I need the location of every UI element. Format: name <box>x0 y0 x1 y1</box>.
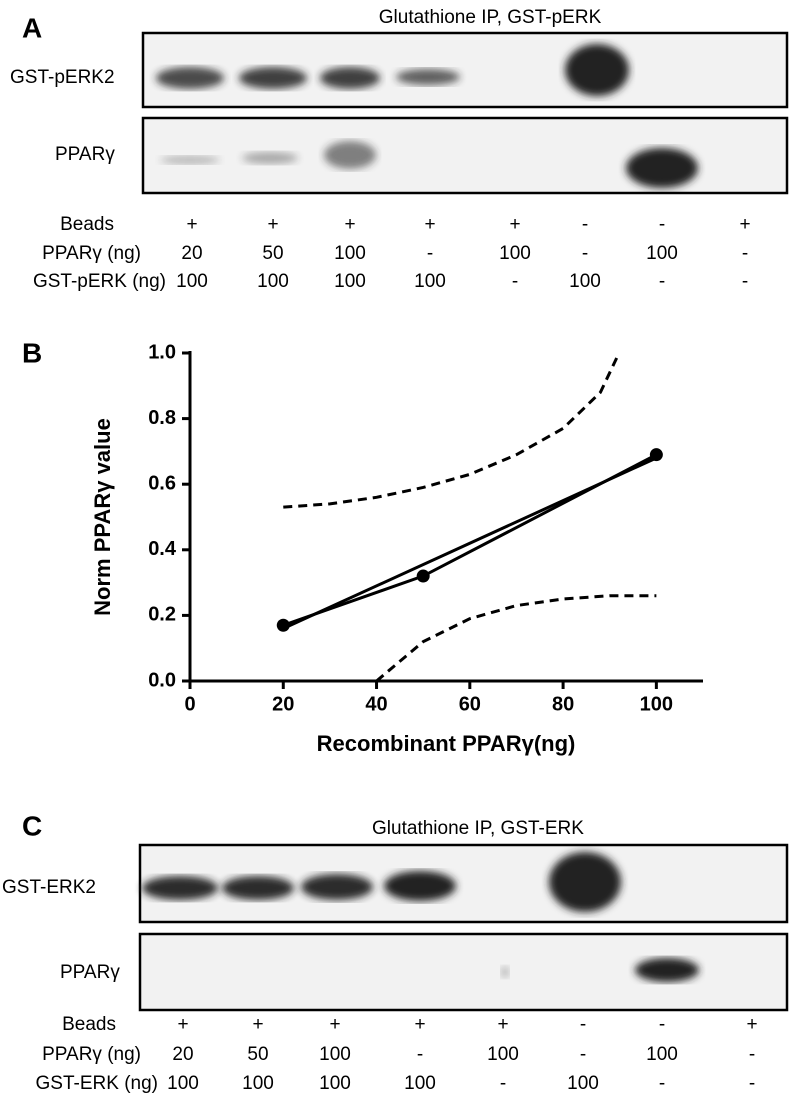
condition-value: - <box>580 1014 586 1035</box>
data-point <box>416 569 430 583</box>
condition-value: - <box>582 214 588 235</box>
x-tick-label: 80 <box>552 693 574 715</box>
condition-value: - <box>500 1073 506 1094</box>
condition-value: 100 <box>487 1044 519 1065</box>
condition-value: - <box>659 214 665 235</box>
condition-value: + <box>497 1014 508 1035</box>
condition-value: + <box>509 214 520 235</box>
condition-value: 100 <box>319 1073 351 1094</box>
condition-value: - <box>580 1044 586 1065</box>
conditions: Beads + + + + + - - + PPARγ (ng) 20 50 100 - 100 - 100 - G… <box>36 1014 758 1094</box>
condition-value: - <box>659 1014 665 1035</box>
y-tick-label: 1.0 <box>148 341 176 363</box>
blot <box>141 116 789 195</box>
bands <box>142 852 699 982</box>
condition-value: 100 <box>257 271 289 292</box>
condition-value: + <box>746 1014 757 1035</box>
condition-value: 100 <box>242 1073 274 1094</box>
condition-value: + <box>186 214 197 235</box>
condition-label: GST-ERK (ng) <box>36 1073 158 1094</box>
y-tick-label: 0.4 <box>148 538 177 560</box>
line <box>282 453 658 627</box>
panel-title: Glutathione IP, GST-pERK <box>379 7 602 28</box>
line <box>282 456 657 630</box>
condition-value: - <box>512 271 518 292</box>
condition-value: - <box>742 271 748 292</box>
y-tick-label: 0.2 <box>148 604 176 626</box>
blot-label: PPARγ <box>55 144 115 165</box>
condition-value: - <box>427 243 433 264</box>
condition-value: - <box>417 1044 423 1065</box>
condition-value: 100 <box>646 1044 678 1065</box>
condition-value: 100 <box>319 1044 351 1065</box>
x-tick-label: 20 <box>272 693 294 715</box>
panel-label: B <box>22 337 42 368</box>
condition-label: PPARγ (ng) <box>42 1044 141 1065</box>
confidence-band <box>283 352 621 509</box>
condition-value: 100 <box>176 271 208 292</box>
chart: 0.0 0.2 0.4 0.6 0.8 1.0 0 20 40 60 80 100 Recombinan… <box>90 341 703 756</box>
confidence-band <box>375 594 657 683</box>
condition-value: + <box>414 1014 425 1035</box>
condition-value: + <box>424 214 435 235</box>
condition-value: 100 <box>334 271 366 292</box>
condition-value: + <box>344 214 355 235</box>
condition-value: + <box>177 1014 188 1035</box>
condition-value: - <box>659 271 665 292</box>
condition-value: 100 <box>567 1073 599 1094</box>
condition-value: - <box>749 1044 755 1065</box>
y-tick-label: 0.0 <box>148 669 176 691</box>
condition-label: Beads <box>62 1014 116 1035</box>
condition-value: - <box>659 1073 665 1094</box>
x-tick-label: 100 <box>640 693 673 715</box>
condition-value: 20 <box>172 1044 193 1065</box>
x-axis-label: Recombinant PPARγ(ng) <box>317 731 576 756</box>
bands <box>156 44 698 188</box>
condition-value: 100 <box>167 1073 199 1094</box>
blot-label: PPARγ <box>60 962 120 983</box>
condition-value: 100 <box>499 243 531 264</box>
condition-value: + <box>739 214 750 235</box>
condition-value: 50 <box>262 243 283 264</box>
condition-label: PPARγ (ng) <box>42 243 141 264</box>
blot-label: GST-ERK2 <box>2 877 96 898</box>
condition-value: 20 <box>181 243 202 264</box>
x-tick-label: 0 <box>184 693 195 715</box>
y-tick-label: 0.6 <box>148 472 176 494</box>
condition-value: 100 <box>646 243 678 264</box>
condition-value: - <box>582 243 588 264</box>
condition-value: 50 <box>247 1044 268 1065</box>
panel-label: A <box>22 12 42 43</box>
blot-label: GST-pERK2 <box>10 67 115 88</box>
condition-value: 100 <box>414 271 446 292</box>
y-axis-label: Norm PPARγ value <box>90 418 115 616</box>
condition-value: 100 <box>569 271 601 292</box>
condition-value: + <box>252 1014 263 1035</box>
condition-label: GST-pERK (ng) <box>33 271 166 292</box>
blot <box>141 31 789 109</box>
condition-value: + <box>267 214 278 235</box>
condition-value: + <box>329 1014 340 1035</box>
condition-value: - <box>742 243 748 264</box>
condition-value: 100 <box>404 1073 436 1094</box>
panel-label: C <box>22 810 42 841</box>
y-tick-label: 0.8 <box>148 407 176 429</box>
conditions: Beads + + + + + - - + PPARγ (ng) 20 50 100 - 100 - 100 - G… <box>33 214 751 292</box>
x-tick-label: 40 <box>365 693 387 715</box>
x-tick-label: 60 <box>459 693 481 715</box>
condition-label: Beads <box>60 214 114 235</box>
panel-title: Glutathione IP, GST-ERK <box>372 818 584 839</box>
condition-value: - <box>749 1073 755 1094</box>
condition-value: 100 <box>334 243 366 264</box>
